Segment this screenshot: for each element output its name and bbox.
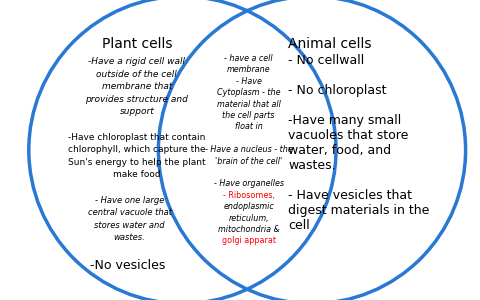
Text: Plant cells: Plant cells: [102, 38, 172, 52]
Text: membrane: membrane: [227, 65, 270, 74]
Text: -Have chloroplast that contain: -Have chloroplast that contain: [68, 133, 205, 142]
Text: the cell parts: the cell parts: [222, 111, 275, 120]
Text: stores water and: stores water and: [94, 221, 165, 230]
Text: float in: float in: [235, 122, 263, 131]
Text: - No chloroplast: - No chloroplast: [288, 84, 386, 97]
Text: support: support: [120, 107, 154, 116]
Text: Animal cells: Animal cells: [288, 38, 372, 52]
Text: chlorophyll, which capture the: chlorophyll, which capture the: [68, 145, 205, 154]
Text: water, food, and: water, food, and: [288, 144, 391, 157]
Text: membrane that: membrane that: [102, 82, 172, 91]
Text: - have a cell: - have a cell: [224, 54, 273, 63]
Text: cell: cell: [288, 219, 310, 232]
Text: vacuoles that store: vacuoles that store: [288, 129, 408, 142]
Text: Sun's energy to help the plant: Sun's energy to help the plant: [68, 158, 205, 167]
Text: - Have one large: - Have one large: [95, 196, 164, 205]
Text: - Have a nucleus - the: - Have a nucleus - the: [205, 145, 292, 154]
Text: 'brain of the cell': 'brain of the cell': [215, 157, 282, 166]
Text: make food: make food: [113, 170, 161, 179]
Text: - Have vesicles that: - Have vesicles that: [288, 189, 412, 202]
Text: reticulum,: reticulum,: [228, 214, 269, 223]
Text: wastes.: wastes.: [288, 159, 336, 172]
Text: - No cellwall: - No cellwall: [288, 54, 364, 67]
Text: endoplasmic: endoplasmic: [223, 202, 274, 211]
Text: - Have organelles: - Have organelles: [214, 179, 284, 188]
Text: Cytoplasm - the: Cytoplasm - the: [217, 88, 280, 97]
Text: - Have: - Have: [236, 77, 262, 86]
Text: - Ribosomes,: - Ribosomes,: [223, 191, 275, 200]
Text: provides structure and: provides structure and: [85, 95, 188, 104]
Text: material that all: material that all: [216, 100, 281, 109]
Text: wastes.: wastes.: [114, 233, 145, 242]
Text: -Have a rigid cell wall: -Have a rigid cell wall: [88, 57, 185, 66]
Text: -Have many small: -Have many small: [288, 114, 401, 127]
Text: outside of the cell: outside of the cell: [96, 70, 177, 79]
Text: digest materials in the: digest materials in the: [288, 204, 430, 217]
Text: mitochondria &: mitochondria &: [218, 225, 279, 234]
Text: central vacuole that: central vacuole that: [88, 208, 172, 217]
Text: golgi apparat: golgi apparat: [222, 236, 276, 245]
Text: -No vesicles: -No vesicles: [89, 259, 165, 272]
